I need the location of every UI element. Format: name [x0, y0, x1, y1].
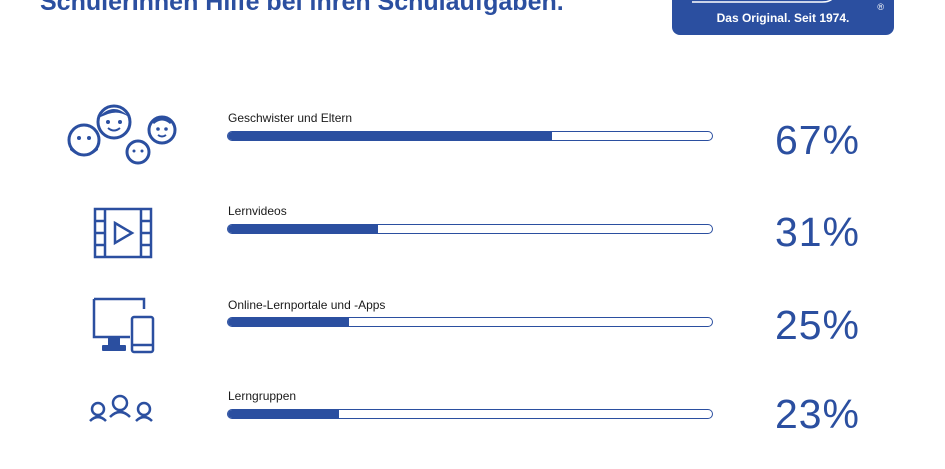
bar	[228, 410, 340, 418]
bar	[228, 318, 349, 326]
bar-track	[227, 131, 713, 141]
bar	[228, 132, 553, 140]
bar-track	[227, 224, 713, 234]
bar-label: Lerngruppen	[228, 389, 297, 403]
chart-row-lernvideos: Lernvideos 31%	[0, 195, 945, 285]
family-icon	[67, 104, 177, 165]
logo-swoosh-icon	[692, 0, 833, 3]
bar-label: Online-Lernportale und -Apps	[228, 298, 386, 312]
bar-label: Lernvideos	[228, 204, 287, 218]
chart-row-geschwister-eltern: Geschwister und Eltern 67%	[0, 100, 945, 190]
bar-track	[227, 317, 713, 327]
bar-label: Geschwister und Eltern	[228, 111, 353, 125]
chart-row-online-lernportale: Online-Lernportale und -Apps 25%	[0, 289, 945, 379]
logo-tagline: Das Original. Seit 1974.	[716, 11, 850, 25]
chart-headline: SchülerInnen Hilfe bei ihren Schulaufgab…	[40, 0, 564, 16]
bar-track	[227, 409, 713, 419]
value-label: 67%	[774, 117, 860, 163]
value-label: 23%	[774, 391, 860, 437]
monitor-phone-icon	[92, 297, 155, 354]
bar	[228, 225, 379, 233]
value-label: 31%	[774, 209, 860, 255]
video-film-icon	[93, 207, 153, 259]
value-label: 25%	[774, 302, 860, 348]
registered-mark: ®	[877, 2, 884, 12]
chart-row-lerngruppen: Lerngruppen 23%	[0, 379, 945, 469]
group-icon	[89, 394, 153, 422]
brand-logo: ® Das Original. Seit 1974.	[672, 0, 894, 35]
